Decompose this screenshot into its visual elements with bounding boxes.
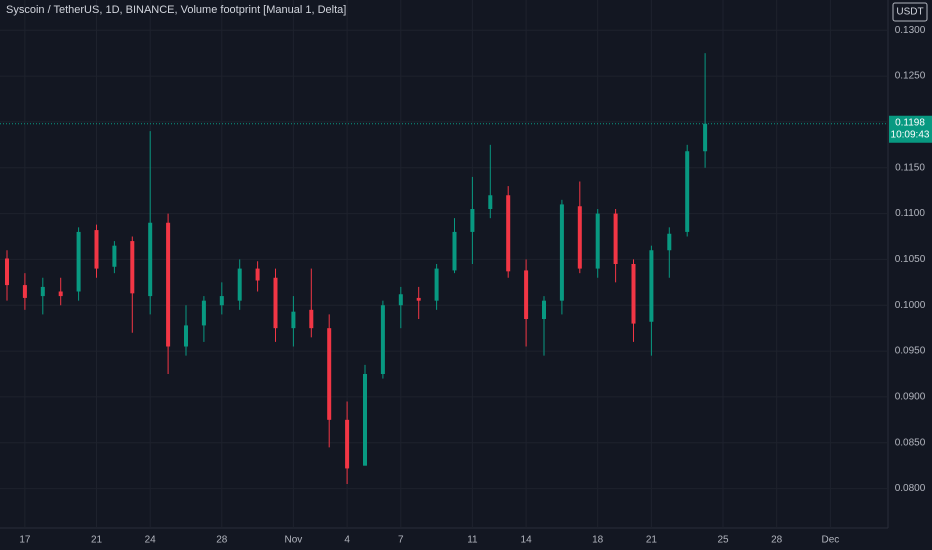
candle-body: [76, 231, 81, 292]
candle-body: [434, 268, 439, 301]
candle-body: [327, 328, 332, 420]
y-tick-label: 0.1100: [895, 208, 925, 219]
x-tick-label: Nov: [285, 535, 303, 546]
candle-body: [703, 123, 708, 152]
candle-body: [667, 233, 672, 251]
x-tick-label: 4: [344, 535, 350, 546]
currency-button-label[interactable]: USDT: [896, 7, 923, 18]
x-tick-label: 11: [467, 535, 478, 546]
candle-body: [488, 195, 493, 209]
candle-body: [577, 206, 582, 269]
candle-body: [40, 286, 45, 297]
x-tick-label: 17: [19, 535, 31, 546]
x-tick-label: 28: [216, 535, 228, 546]
price-label: 0.1198: [895, 117, 925, 128]
candle-body: [613, 213, 618, 264]
y-tick-label: 0.0900: [895, 392, 926, 403]
candle-body: [363, 374, 367, 466]
candle-body: [255, 268, 260, 281]
y-tick-label: 0.0950: [895, 346, 926, 357]
candle-body: [130, 241, 135, 294]
candle-body: [416, 297, 421, 301]
candle-body: [380, 305, 385, 374]
y-tick-label: 0.1000: [895, 300, 926, 311]
candle-body: [184, 325, 188, 347]
candle-body: [58, 291, 63, 297]
y-tick-label: 0.1050: [895, 254, 926, 265]
y-tick-label: 0.1250: [895, 71, 926, 82]
candle-body: [273, 277, 278, 329]
candle-body: [524, 270, 529, 319]
candle-body: [559, 204, 564, 301]
labels: 0.0800 0.0850 0.0900 0.0950 0.1000 0.1050 0.11…: [19, 25, 932, 546]
candle-body: [237, 268, 242, 301]
candle-body: [506, 195, 511, 272]
currency-button[interactable]: [892, 2, 928, 22]
y-tick-label: 0.0800: [895, 483, 926, 494]
candle-body: [398, 294, 403, 306]
countdown: 10:09:43: [891, 129, 930, 140]
x-tick-label: 21: [646, 535, 658, 546]
candle-body: [685, 151, 690, 232]
x-tick-label: 24: [145, 535, 157, 546]
candle-body: [94, 230, 99, 269]
x-tick-label: 28: [771, 535, 783, 546]
candle-body: [595, 213, 600, 269]
x-tick-label: 14: [521, 535, 533, 546]
chart-title: Syscoin / TetherUS, 1D, BINANCE, Volume …: [6, 4, 346, 16]
x-tick-label: 25: [717, 535, 729, 546]
candle-body: [631, 264, 636, 324]
candle-body: [166, 222, 171, 347]
candle-body: [309, 309, 314, 329]
candle-body: [201, 300, 206, 326]
x-tick-label: 18: [592, 535, 604, 546]
candle-body: [649, 250, 654, 322]
candle-body: [291, 311, 296, 329]
candle-body: [470, 209, 475, 232]
candle-body: [219, 296, 224, 306]
candle-body: [22, 285, 27, 298]
price-label-box: [889, 115, 932, 143]
y-tick-label: 0.0850: [895, 437, 926, 448]
grid: [0, 0, 888, 528]
x-tick-label: Dec: [822, 535, 840, 546]
y-tick-label: 0.1150: [895, 162, 925, 173]
candle-body: [5, 258, 9, 286]
candles: [0, 53, 888, 484]
y-tick-label: 0.1300: [895, 25, 926, 36]
candle-body: [148, 222, 153, 297]
candle-body: [112, 245, 117, 267]
candle-body: [542, 300, 546, 319]
x-tick-label: 7: [398, 535, 404, 546]
x-tick-label: 21: [91, 535, 103, 546]
candle-body: [452, 231, 457, 271]
candle-body: [345, 419, 350, 469]
